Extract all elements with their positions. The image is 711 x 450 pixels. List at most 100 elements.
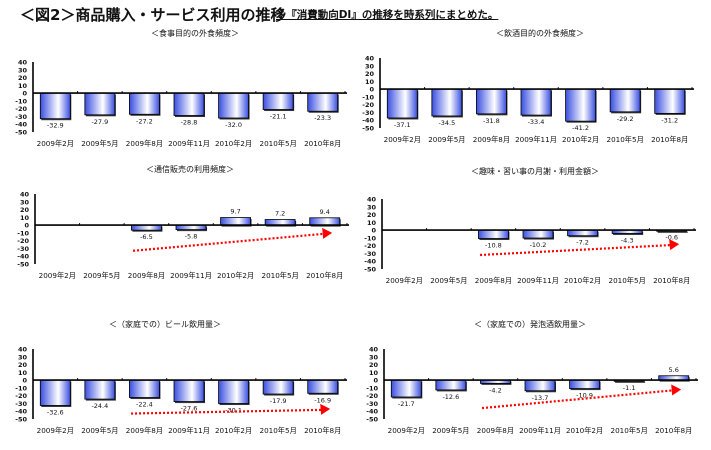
x-tick-label: 2009年11月 [517, 276, 559, 285]
bar [569, 379, 600, 389]
y-tick-label: -50 [362, 125, 374, 133]
data-label: -32.6 [47, 408, 64, 416]
bar [218, 92, 249, 119]
trend-arrow-head-icon [320, 403, 331, 415]
bar-shadow [615, 381, 646, 383]
data-label: -5.8 [185, 233, 198, 241]
x-tick-label: 2010年5月 [260, 139, 297, 148]
data-label: -17.9 [270, 397, 287, 405]
data-label: -31.2 [661, 116, 678, 124]
chart-dining-drink: 40 30 20 10 0 -10 -20 -30 -40 -50 -37.1 2009年2月 -34.… [347, 53, 702, 153]
x-tick-label: 2010年8月 [653, 276, 690, 285]
x-tick-label: 2009年2月 [39, 271, 76, 280]
y-tick-label: -40 [366, 408, 378, 416]
chart-title-6: ＜（家庭での）発泡酒飲用量＞ [474, 320, 586, 329]
data-label: -32.0 [225, 121, 242, 129]
x-tick-label: 2009年11月 [515, 135, 557, 144]
x-tick-label: 2010年5月 [607, 135, 644, 144]
y-tick-label: 40 [18, 59, 28, 67]
y-tick-label: -30 [17, 245, 29, 253]
data-label: -37.1 [394, 121, 411, 129]
x-tick-label: 2010年8月 [304, 426, 341, 435]
x-tick-label: 2009年5月 [81, 426, 118, 435]
bar [565, 88, 596, 122]
bar [129, 92, 160, 115]
y-tick-label: 10 [20, 214, 30, 222]
bar-shadow [657, 231, 688, 233]
y-tick-label: 30 [369, 353, 379, 361]
trend-arrow-head-icon [671, 384, 682, 396]
y-tick-label: 10 [369, 369, 379, 377]
data-label: 9.4 [320, 208, 330, 216]
data-label: -13.7 [532, 394, 549, 402]
y-tick-label: 10 [365, 78, 375, 86]
x-tick-label: 2009年11月 [519, 426, 561, 435]
chart-dining-meal: 40 30 20 10 0 -10 -20 -30 -40 -50 -32.9 2009年2月 -27.… [0, 57, 355, 157]
bar [309, 217, 341, 226]
bar [431, 88, 463, 117]
y-tick-label: -50 [17, 261, 29, 269]
x-tick-label: 2010年8月 [651, 135, 688, 144]
x-tick-label: 2010年5月 [260, 426, 297, 435]
data-label: -30.1 [225, 407, 242, 415]
x-tick-label: 2009年2月 [386, 276, 423, 285]
x-tick-label: 2009年2月 [37, 139, 74, 148]
bar [173, 379, 205, 402]
bar [220, 217, 251, 226]
data-label: -4.2 [489, 386, 502, 394]
data-label: -21.7 [398, 400, 415, 408]
x-tick-label: 2010年2月 [215, 426, 252, 435]
data-label: -27.9 [91, 118, 108, 126]
y-tick-label: -10 [15, 97, 27, 105]
chart-hobby-lessons: 40 30 20 10 0 -10 -20 -30 -40 -50 2009年2月 2009年5月 -1… [349, 194, 704, 294]
bar [39, 379, 71, 406]
x-tick-label: 2009年8月 [126, 426, 163, 435]
data-label: -27.6 [181, 405, 198, 413]
y-tick-label: 40 [365, 55, 375, 63]
x-tick-label: 2009年5月 [81, 139, 118, 148]
y-tick-label: -20 [362, 101, 374, 109]
data-label: -10.8 [485, 242, 502, 250]
data-label: -7.2 [576, 239, 589, 247]
data-label: -10.9 [576, 392, 593, 400]
y-tick-label: -10 [17, 229, 29, 237]
bar [173, 92, 205, 116]
y-tick-label: -30 [15, 400, 27, 408]
y-tick-label: -30 [364, 250, 376, 258]
data-label: -29.2 [617, 115, 634, 123]
y-tick-label: 20 [20, 206, 30, 214]
y-tick-label: 0 [22, 377, 27, 385]
bar [262, 379, 294, 395]
x-tick-label: 2009年5月 [428, 135, 465, 144]
x-tick-label: 2009年8月 [477, 426, 514, 435]
bar [39, 92, 71, 120]
x-tick-label: 2010年2月 [562, 135, 599, 144]
data-label: 9.7 [230, 208, 240, 216]
bar [218, 379, 249, 404]
y-tick-label: 20 [367, 211, 377, 219]
y-tick-label: 20 [18, 361, 28, 369]
bar [609, 88, 641, 113]
bar [390, 379, 422, 398]
bar [476, 88, 507, 115]
x-tick-label: 2009年2月 [388, 426, 425, 435]
y-tick-label: -50 [366, 416, 378, 424]
y-tick-label: 10 [367, 219, 377, 227]
y-tick-label: -20 [366, 392, 378, 400]
x-tick-label: 2009年11月 [170, 271, 212, 280]
x-tick-label: 2010年2月 [215, 139, 252, 148]
x-tick-label: 2010年5月 [609, 276, 646, 285]
data-label: -1.1 [623, 384, 636, 392]
data-label: -12.6 [442, 393, 459, 401]
y-tick-label: -30 [366, 400, 378, 408]
y-tick-label: 40 [369, 346, 379, 354]
data-label: 5.6 [669, 366, 679, 374]
figure-title: ＜図2＞商品購入・サービス利用の推移 [20, 6, 286, 24]
x-tick-label: 2009年5月 [432, 426, 469, 435]
y-tick-label: 30 [18, 66, 28, 74]
x-tick-label: 2010年5月 [262, 271, 299, 280]
chart-home-beer: 40 30 20 10 0 -10 -20 -30 -40 -50 -32.6 2009年2月 -24.… [0, 344, 355, 444]
y-tick-label: 0 [373, 377, 378, 385]
x-tick-label: 2010年8月 [655, 426, 692, 435]
